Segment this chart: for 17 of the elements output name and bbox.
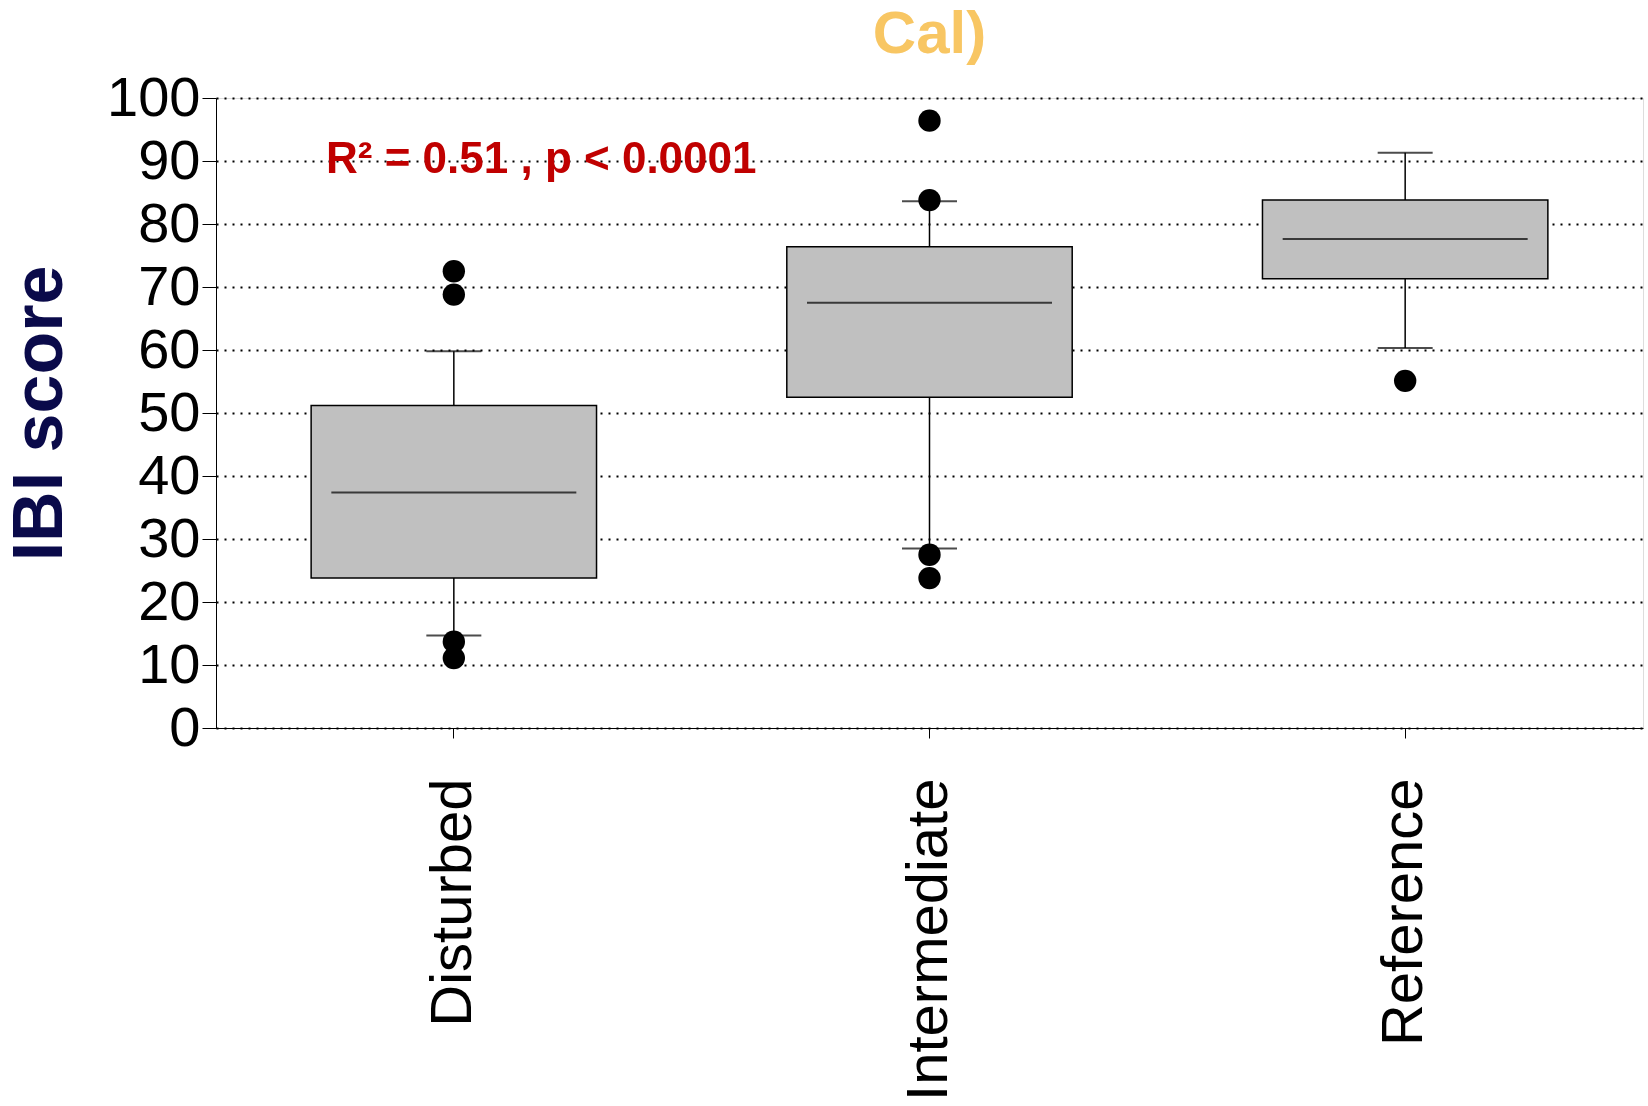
x-tick-label: Reference [1369,778,1435,1047]
y-axis-title: IBI score [0,265,78,562]
y-tick-label: 30 [138,505,201,569]
x-tick-label: Disturbed [417,778,483,1027]
annotation: R² = 0.51 , p < 0.0001 [326,133,757,182]
y-tick-label: 20 [138,568,201,632]
chart-title: Cal) [872,0,987,66]
y-tick-label: 90 [138,127,201,191]
y-tick-label: 100 [107,64,201,128]
x-tick-label: Intermediate [893,778,959,1101]
y-tick-label: 60 [138,316,201,380]
y-tick-label: 10 [138,631,201,695]
y-tick-label: 80 [138,190,201,254]
y-tick-label: 40 [138,442,201,506]
y-tick-label: 70 [138,253,201,317]
y-tick-label: 50 [138,379,201,443]
y-tick-label: 0 [169,694,201,758]
